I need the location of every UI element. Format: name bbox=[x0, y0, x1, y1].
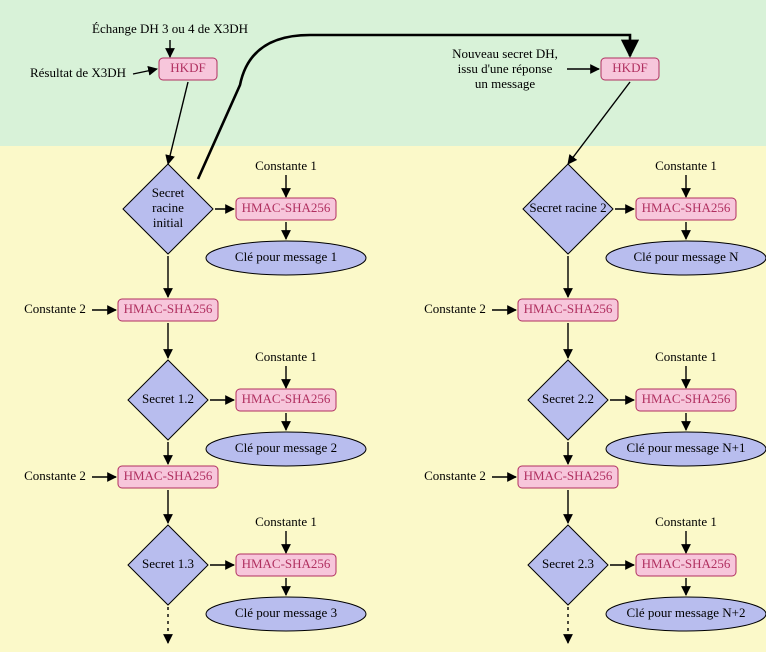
hmac-left-3-label: HMAC-SHA256 bbox=[242, 556, 331, 571]
const1-right-2: Constante 1 bbox=[655, 349, 717, 364]
key-left-1-label: Clé pour message 1 bbox=[235, 249, 337, 264]
key-right-3-label: Clé pour message N+2 bbox=[627, 605, 746, 620]
key-right-2-label: Clé pour message N+1 bbox=[627, 440, 746, 455]
const1-right-3: Constante 1 bbox=[655, 514, 717, 529]
secret-right-1-label: Secret racine 2 bbox=[529, 200, 606, 215]
hmac-right-2-label: HMAC-SHA256 bbox=[642, 391, 731, 406]
title-left: Échange DH 3 ou 4 de X3DH bbox=[92, 21, 248, 36]
hmac-v-right-2-label: HMAC-SHA256 bbox=[524, 468, 613, 483]
key-right-1-label: Clé pour message N bbox=[633, 249, 739, 264]
secret-right-2-label: Secret 2.2 bbox=[542, 391, 594, 406]
secret-left-1-label: Secretracineinitial bbox=[152, 185, 185, 230]
hmac-left-2-label: HMAC-SHA256 bbox=[242, 391, 331, 406]
hkdf-left-label: HKDF bbox=[170, 60, 205, 75]
hmac-right-1-label: HMAC-SHA256 bbox=[642, 200, 731, 215]
secret-left-2-label: Secret 1.2 bbox=[142, 391, 194, 406]
const2-right-1: Constante 2 bbox=[424, 301, 486, 316]
hmac-v-right-1-label: HMAC-SHA256 bbox=[524, 301, 613, 316]
const2-right-2: Constante 2 bbox=[424, 468, 486, 483]
hkdf-right-label: HKDF bbox=[612, 60, 647, 75]
hmac-right-3-label: HMAC-SHA256 bbox=[642, 556, 731, 571]
const1-left-1: Constante 1 bbox=[255, 158, 317, 173]
hmac-left-1-label: HMAC-SHA256 bbox=[242, 200, 331, 215]
flow-diagram: Échange DH 3 ou 4 de X3DH Résultat de X3D… bbox=[0, 0, 766, 652]
hmac-v-left-2-label: HMAC-SHA256 bbox=[124, 468, 213, 483]
label-x3dh-result: Résultat de X3DH bbox=[30, 65, 126, 80]
key-left-2-label: Clé pour message 2 bbox=[235, 440, 337, 455]
secret-left-3-label: Secret 1.3 bbox=[142, 556, 194, 571]
hmac-v-left-1-label: HMAC-SHA256 bbox=[124, 301, 213, 316]
key-left-3-label: Clé pour message 3 bbox=[235, 605, 337, 620]
const1-left-2: Constante 1 bbox=[255, 349, 317, 364]
const1-right-1: Constante 1 bbox=[655, 158, 717, 173]
const2-left-2: Constante 2 bbox=[24, 468, 86, 483]
const2-left-1: Constante 2 bbox=[24, 301, 86, 316]
secret-right-3-label: Secret 2.3 bbox=[542, 556, 594, 571]
const1-left-3: Constante 1 bbox=[255, 514, 317, 529]
